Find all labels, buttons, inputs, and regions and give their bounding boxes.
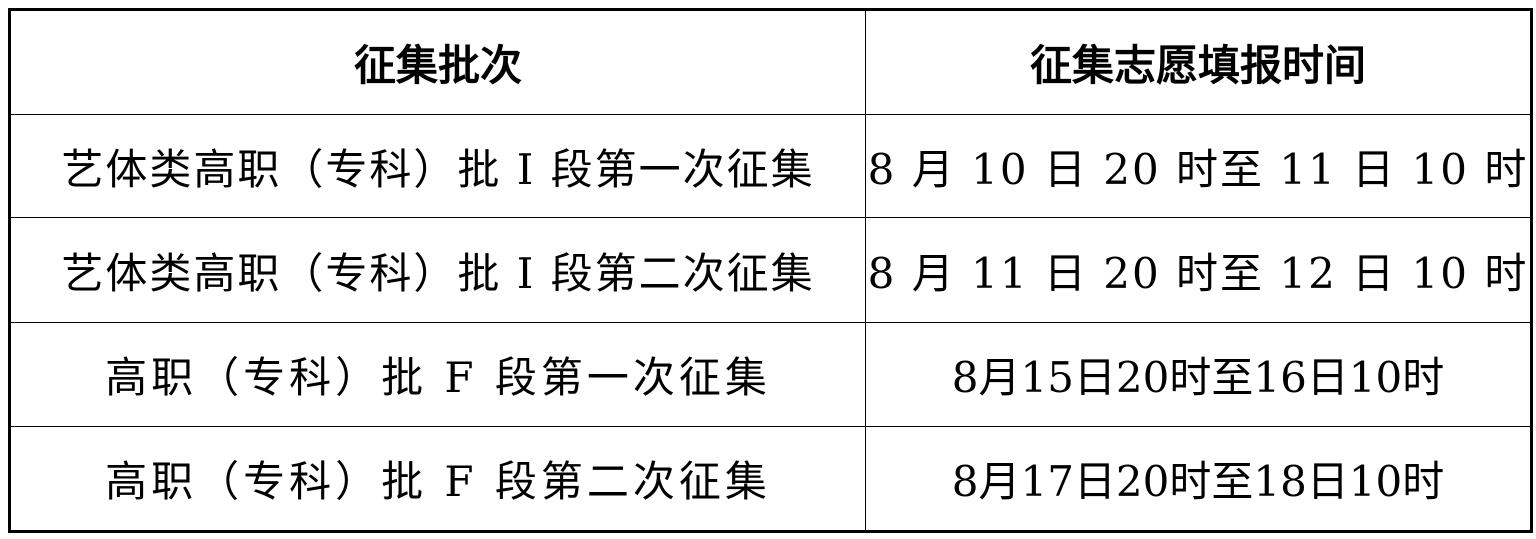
batch-cell: 高职（专科）批 F 段第一次征集: [9, 322, 866, 427]
header-batch: 征集批次: [9, 9, 866, 115]
time-cell: 8 月 10 日 20 时至 11 日 10 时: [865, 114, 1532, 218]
table-header-row: 征集批次 征集志愿填报时间: [9, 9, 1532, 115]
table-row: 高职（专科）批 F 段第一次征集 8月15日20时至16日10时: [9, 322, 1532, 427]
table-row: 艺体类高职（专科）批 I 段第二次征集 8 月 11 日 20 时至 12 日 …: [9, 217, 1532, 323]
batch-cell: 艺体类高职（专科）批 I 段第二次征集: [9, 217, 866, 323]
header-time: 征集志愿填报时间: [865, 9, 1532, 115]
collection-schedule-table: 征集批次 征集志愿填报时间 艺体类高职（专科）批 I 段第一次征集 8 月 10…: [8, 8, 1533, 533]
time-cell: 8月17日20时至18日10时: [865, 426, 1532, 532]
time-cell: 8月15日20时至16日10时: [865, 322, 1532, 427]
batch-cell: 高职（专科）批 F 段第二次征集: [9, 426, 866, 532]
table-row: 艺体类高职（专科）批 I 段第一次征集 8 月 10 日 20 时至 11 日 …: [9, 114, 1532, 218]
batch-cell: 艺体类高职（专科）批 I 段第一次征集: [9, 114, 866, 218]
table-row: 高职（专科）批 F 段第二次征集 8月17日20时至18日10时: [9, 426, 1532, 532]
time-cell: 8 月 11 日 20 时至 12 日 10 时: [865, 217, 1532, 323]
